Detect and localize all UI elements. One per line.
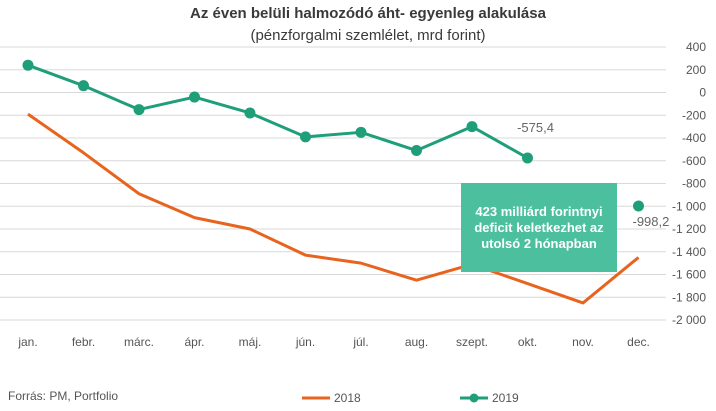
series-line-2019 xyxy=(27,63,529,160)
data-labels: -575,4 -998,2 xyxy=(517,120,669,229)
x-tick-label: nov. xyxy=(572,335,594,349)
y-tick-label: 0 xyxy=(699,86,706,100)
legend-marker-2019 xyxy=(469,393,479,403)
x-tick-label: febr. xyxy=(72,335,95,349)
y-tick-label: -400 xyxy=(682,131,706,145)
y-tick-label: -1 200 xyxy=(672,222,706,236)
data-point-2019 xyxy=(522,152,533,164)
data-point-2019 xyxy=(355,126,367,138)
x-axis-ticks: jan. febr. márc. ápr. máj. jún. júl. aug. szept.… xyxy=(17,335,650,349)
data-point-2019 xyxy=(633,200,644,212)
annotation-box: 423 milliárd forintnyi deficit keletkezh… xyxy=(461,183,617,272)
series-line-2018 xyxy=(27,112,640,305)
data-label: -575,4 xyxy=(517,120,554,135)
x-tick-label: márc. xyxy=(124,335,154,349)
data-point-2019 xyxy=(411,145,422,157)
series-layer xyxy=(22,59,644,305)
y-tick-label: -600 xyxy=(682,154,706,168)
data-point-2019 xyxy=(244,107,256,119)
x-tick-label: okt. xyxy=(518,335,537,349)
x-tick-label: jún. xyxy=(295,335,315,349)
legend-label-2018: 2018 xyxy=(334,391,361,405)
y-tick-label: 400 xyxy=(686,40,706,54)
y-axis-ticks: 400 200 0 -200 -400 -600 -800 -1 000 -1 200 -1 40… xyxy=(672,40,706,327)
x-tick-label: szept. xyxy=(456,335,488,349)
y-tick-label: -1 800 xyxy=(672,290,706,304)
x-tick-label: jan. xyxy=(17,335,37,349)
data-point-2019 xyxy=(133,104,145,116)
chart-title: Az éven belüli halmozódó áht- egyenleg a… xyxy=(190,5,547,22)
x-tick-label: máj. xyxy=(239,335,262,349)
data-point-2019 xyxy=(22,59,34,71)
x-tick-label: júl. xyxy=(352,335,368,349)
data-point-2019 xyxy=(466,121,478,133)
legend: 2018 2019 xyxy=(302,391,519,405)
y-tick-label: 200 xyxy=(686,63,706,77)
data-label: -998,2 xyxy=(633,214,670,229)
x-tick-label: ápr. xyxy=(184,335,204,349)
legend-label-2019: 2019 xyxy=(492,391,519,405)
chart-subtitle: (pénzforgalmi szemlélet, mrd forint) xyxy=(250,27,485,44)
x-tick-label: aug. xyxy=(405,335,428,349)
y-tick-label: -1 000 xyxy=(672,199,706,213)
y-tick-label: -2 000 xyxy=(672,313,706,327)
y-tick-label: -800 xyxy=(682,177,706,191)
data-point-2019 xyxy=(78,80,89,92)
y-tick-label: -1 400 xyxy=(672,245,706,259)
y-tick-label: -1 600 xyxy=(672,268,706,282)
x-tick-label: dec. xyxy=(627,335,650,349)
source-note: Forrás: PM, Portfolio xyxy=(8,389,118,403)
data-point-2019 xyxy=(189,91,200,103)
data-point-2019 xyxy=(300,131,311,143)
y-tick-label: -200 xyxy=(682,108,706,122)
